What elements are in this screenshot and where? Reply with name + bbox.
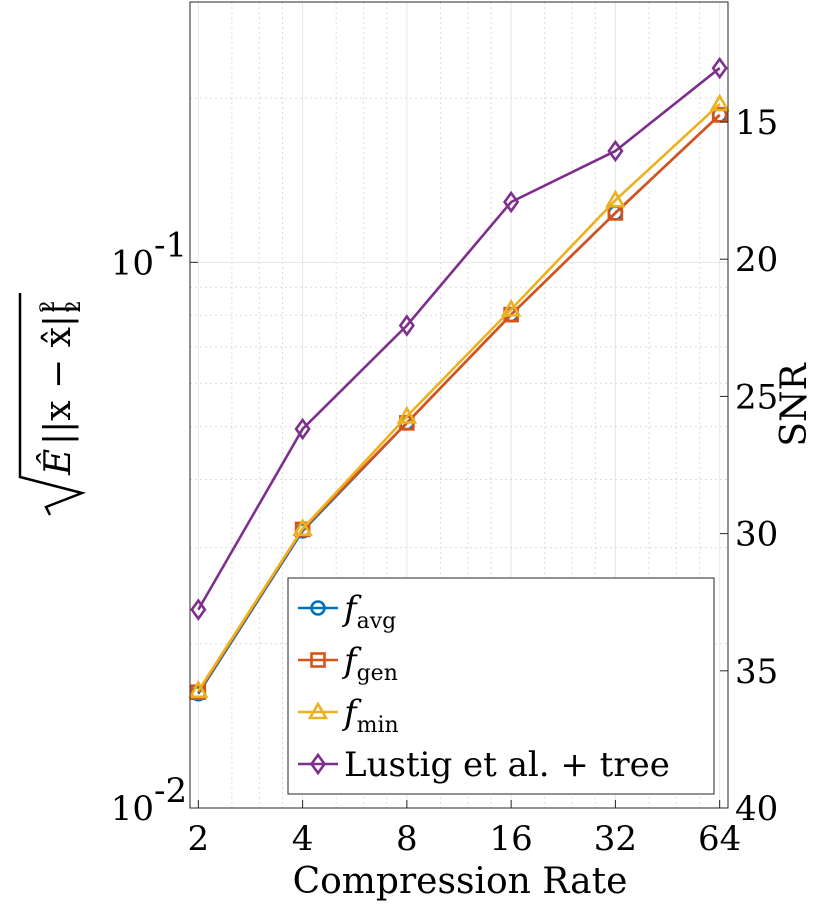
series-layer — [188, 56, 730, 702]
legend-label: Lustig et al. + tree — [344, 745, 670, 785]
marker-triangle — [709, 93, 730, 112]
x-tick-label: 16 — [489, 819, 532, 859]
legend-item: Lustig et al. + tree — [298, 745, 670, 785]
series-line — [197, 103, 721, 692]
marker-diamond — [190, 598, 207, 621]
marker-triangle — [307, 701, 329, 720]
y-tick-label-exp: -1 — [154, 225, 187, 265]
marker-square — [711, 107, 728, 123]
y-label-e: Ê — [37, 449, 79, 476]
y-right-tick-label: 25 — [735, 377, 778, 417]
marker-diamond — [503, 190, 520, 214]
axes-frame — [189, 1, 729, 809]
y-right-tick-label: 15 — [735, 103, 778, 143]
legend-box — [287, 577, 715, 795]
marker-triangle — [605, 189, 626, 208]
marker-diamond — [294, 417, 311, 441]
marker-diamond — [711, 56, 728, 80]
marker-diamond — [607, 139, 624, 163]
marker-triangle — [292, 518, 313, 536]
x-tick-label: 2 — [188, 819, 210, 859]
x-axis-label: Compression Rate — [293, 861, 628, 902]
y-axis-right-label: SNR — [774, 362, 815, 446]
y-tick-label-base: 10 — [111, 789, 154, 829]
y-right-tick-label: 40 — [735, 789, 778, 829]
y-right-tick-label: 35 — [735, 652, 778, 692]
x-tick-label: 4 — [292, 819, 314, 859]
y-tick-label-base: 10 — [111, 243, 154, 283]
marker-triangle — [500, 298, 522, 317]
series-lustig-et-al-tree — [190, 56, 728, 621]
y-label-sub: 2 — [61, 300, 85, 313]
y-label-sup: 2 — [35, 300, 59, 313]
plot-frame — [189, 1, 729, 809]
x-tick-label: 64 — [698, 819, 741, 859]
y-axis-left-label: Ê ||x − x̂|| 2 2 — [18, 293, 87, 516]
marker-triangle — [188, 680, 209, 699]
marker-diamond — [398, 314, 415, 337]
sqrt-sign — [18, 293, 87, 516]
series-line — [197, 67, 721, 611]
y-right-tick-label: 20 — [735, 240, 778, 280]
series-f-min — [188, 93, 730, 699]
marker-square — [310, 652, 326, 668]
x-tick-label: 32 — [594, 819, 637, 859]
marker-diamond — [309, 752, 327, 776]
marker-circle — [310, 600, 326, 616]
marker-triangle — [396, 405, 418, 424]
y-right-tick-label: 30 — [735, 515, 778, 555]
y-label-body: ||x − x̂|| — [38, 303, 79, 445]
y-tick-label-exp: -2 — [154, 771, 187, 811]
x-tick-label: 8 — [396, 819, 418, 859]
